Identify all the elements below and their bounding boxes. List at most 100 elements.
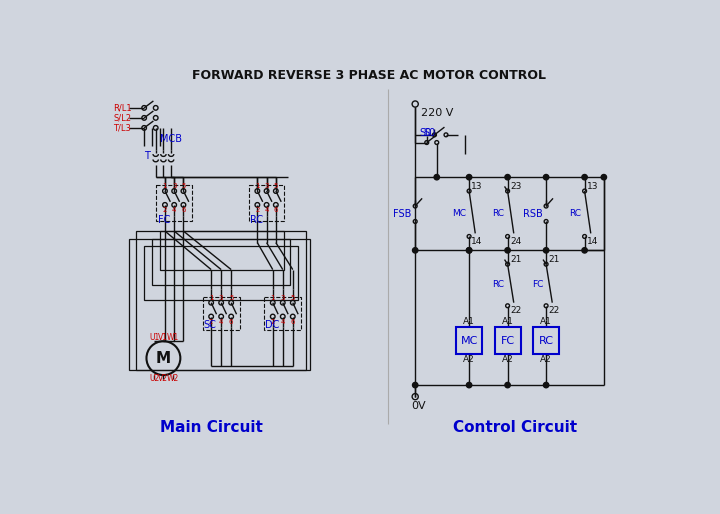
Circle shape (467, 174, 472, 180)
Text: RC: RC (570, 209, 582, 218)
Text: FC: FC (531, 281, 543, 289)
Text: RSB: RSB (523, 209, 543, 219)
Circle shape (601, 174, 606, 180)
Text: MC: MC (452, 209, 466, 218)
Text: A1: A1 (540, 318, 552, 326)
Bar (495, 327, 521, 354)
Bar (156, 185, 192, 221)
Text: 1: 1 (209, 295, 213, 301)
Text: W1: W1 (166, 333, 179, 342)
Text: 1: 1 (271, 295, 275, 301)
Circle shape (434, 174, 439, 180)
Text: 21: 21 (510, 255, 521, 264)
Text: 5: 5 (291, 295, 295, 301)
Text: U1: U1 (149, 333, 159, 342)
Text: 3: 3 (219, 295, 223, 301)
Text: A1: A1 (463, 318, 475, 326)
Text: 2: 2 (163, 207, 167, 213)
Text: RC: RC (539, 336, 554, 346)
Text: M: M (156, 351, 171, 365)
Bar (137, 231, 306, 370)
Text: R/L1: R/L1 (113, 103, 132, 113)
Text: 13: 13 (472, 182, 483, 191)
Circle shape (413, 248, 418, 253)
Text: A1: A1 (502, 318, 513, 326)
Text: RC: RC (492, 209, 505, 218)
Text: RC: RC (492, 281, 505, 289)
Text: SC: SC (204, 320, 216, 330)
Text: 0V: 0V (411, 401, 426, 411)
Text: 6: 6 (229, 319, 233, 325)
Text: 6: 6 (181, 207, 186, 213)
Text: 3: 3 (264, 183, 269, 190)
Text: A2: A2 (502, 355, 513, 364)
Text: A2: A2 (540, 355, 552, 364)
Text: A2: A2 (463, 355, 475, 364)
Text: 2: 2 (209, 319, 213, 325)
Text: 22: 22 (549, 306, 559, 315)
Circle shape (544, 248, 549, 253)
Text: FC: FC (158, 214, 171, 225)
Text: 4: 4 (172, 207, 176, 213)
Text: 24: 24 (510, 236, 521, 246)
Text: 4: 4 (281, 319, 285, 325)
Text: 3: 3 (172, 183, 176, 190)
Circle shape (544, 174, 549, 180)
Text: W2: W2 (166, 374, 179, 383)
Circle shape (582, 174, 588, 180)
Text: 220 V: 220 V (421, 108, 454, 118)
Text: 5: 5 (229, 295, 233, 301)
Bar (249, 185, 284, 221)
Circle shape (505, 382, 510, 388)
Text: 1: 1 (163, 183, 167, 190)
Bar (456, 327, 482, 354)
Text: MCB: MCB (160, 134, 181, 144)
Text: FSB: FSB (393, 209, 411, 219)
Text: Control Circuit: Control Circuit (453, 420, 577, 435)
Text: 5: 5 (274, 183, 278, 190)
Text: S0: S0 (423, 127, 435, 138)
Text: 4: 4 (264, 207, 269, 213)
Circle shape (467, 382, 472, 388)
Circle shape (467, 248, 472, 253)
Text: 23: 23 (510, 182, 521, 191)
Text: 2: 2 (255, 207, 259, 213)
Text: S/L2: S/L2 (113, 114, 131, 122)
Bar (152, 239, 290, 285)
Bar (264, 297, 301, 329)
Text: 6: 6 (290, 319, 295, 325)
Text: DC: DC (265, 320, 279, 330)
Bar (533, 327, 559, 354)
Text: 21: 21 (549, 255, 559, 264)
Text: MC: MC (460, 336, 478, 346)
Circle shape (505, 174, 510, 180)
Text: RC: RC (251, 214, 264, 225)
Text: T/L3: T/L3 (113, 123, 131, 133)
Circle shape (505, 248, 510, 253)
Text: 14: 14 (472, 236, 483, 246)
Text: 5: 5 (181, 183, 186, 190)
Text: 4: 4 (219, 319, 223, 325)
Text: 13: 13 (587, 182, 598, 191)
Text: 1: 1 (255, 183, 260, 190)
Bar (129, 239, 310, 370)
Text: 22: 22 (510, 306, 521, 315)
Text: FC: FC (500, 336, 515, 346)
Text: Main Circuit: Main Circuit (160, 420, 263, 435)
Circle shape (413, 382, 418, 388)
Text: V1: V1 (158, 333, 168, 342)
Text: V2: V2 (158, 374, 168, 383)
Circle shape (467, 248, 472, 253)
Bar (203, 297, 240, 329)
Circle shape (582, 248, 588, 253)
Bar (160, 231, 284, 269)
Text: 3: 3 (281, 295, 285, 301)
Text: T: T (144, 151, 150, 160)
Text: FORWARD REVERSE 3 PHASE AC MOTOR CONTROL: FORWARD REVERSE 3 PHASE AC MOTOR CONTROL (192, 69, 546, 82)
Text: U2: U2 (149, 374, 159, 383)
Text: 6: 6 (274, 207, 278, 213)
Text: 2: 2 (271, 319, 275, 325)
Circle shape (544, 382, 549, 388)
Text: 14: 14 (587, 236, 598, 246)
Text: S0: S0 (419, 128, 431, 138)
